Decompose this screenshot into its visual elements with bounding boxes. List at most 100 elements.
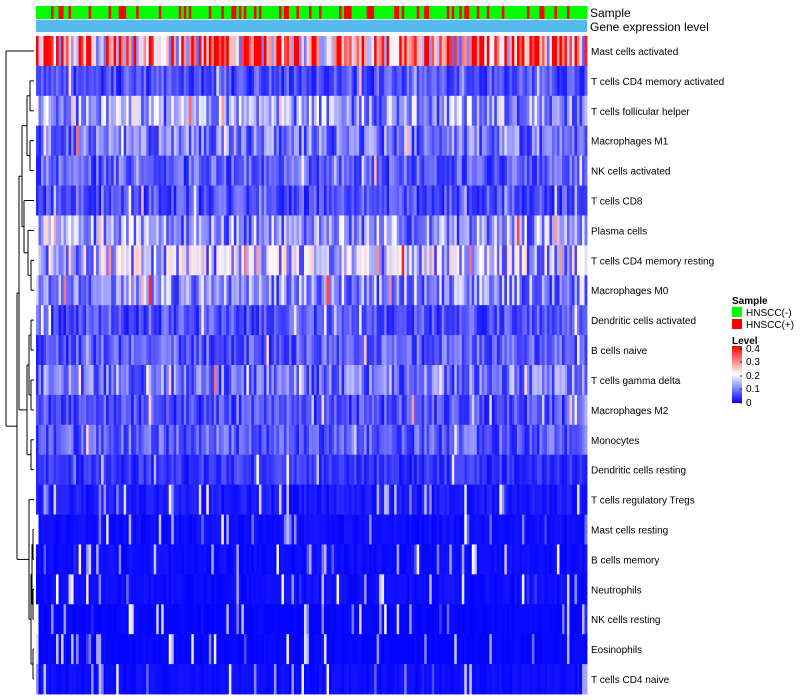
heatmap-cell — [86, 664, 89, 695]
heatmap-cell — [58, 125, 62, 157]
heatmap-cell — [298, 305, 302, 336]
heatmap-cell — [113, 275, 117, 306]
heatmap-cell — [459, 65, 463, 97]
heatmap-cell — [411, 215, 415, 246]
heatmap-cell — [56, 95, 59, 127]
heatmap-cell — [416, 125, 420, 157]
heatmap-cell — [223, 544, 227, 575]
heatmap-cell — [98, 125, 102, 157]
heatmap-cell — [118, 155, 122, 186]
sample-annotation-cell — [241, 6, 245, 19]
heatmap-cell — [78, 185, 82, 216]
heatmap-cell — [356, 574, 360, 605]
heatmap-cell — [223, 365, 227, 396]
heatmap-cell — [206, 335, 210, 366]
heatmap-cell — [446, 275, 450, 306]
heatmap-cell — [329, 424, 332, 456]
heatmap-cell — [236, 275, 240, 306]
heatmap-cell — [38, 574, 42, 605]
heatmap-cell — [171, 544, 175, 575]
heatmap-cell — [36, 125, 39, 157]
heatmap-cell — [186, 215, 190, 246]
heatmap-cell — [81, 454, 84, 486]
heatmap-cell — [421, 394, 425, 426]
heatmap-cell — [339, 394, 342, 426]
heatmap-cell — [303, 514, 307, 545]
heatmap-cell — [228, 664, 232, 695]
heatmap-cell — [191, 305, 195, 336]
sample-annotation-cell — [369, 6, 372, 19]
heatmap-cell — [476, 424, 480, 456]
heatmap-cell — [409, 394, 413, 426]
heatmap-cell — [291, 65, 295, 97]
heatmap-cell — [256, 664, 260, 695]
heatmap-cell — [253, 36, 257, 67]
heatmap-cell — [491, 424, 495, 456]
heatmap-cell — [46, 215, 49, 246]
heatmap-cell — [241, 125, 245, 157]
heatmap-cell — [329, 36, 332, 67]
heatmap-cell — [266, 305, 270, 336]
heatmap-cell — [51, 245, 54, 276]
heatmap-cell — [138, 394, 142, 426]
heatmap-cell — [108, 185, 112, 216]
heatmap-cell — [76, 365, 79, 396]
heatmap-cell — [496, 365, 500, 396]
heatmap-cell — [156, 544, 160, 575]
heatmap-cell — [76, 245, 79, 276]
heatmap-cell — [178, 454, 182, 486]
heatmap-cell — [108, 36, 112, 67]
heatmap-cell — [223, 664, 227, 695]
heatmap-cell — [218, 275, 222, 306]
heatmap-cell — [228, 36, 232, 67]
heatmap-cell — [324, 604, 327, 635]
heatmap-cell — [541, 484, 545, 515]
heatmap-cell — [146, 634, 150, 665]
sample-annotation-cell — [61, 6, 64, 19]
heatmap-cell — [103, 484, 107, 515]
heatmap-cell — [531, 424, 535, 456]
heatmap-cell — [253, 424, 257, 456]
heatmap-cell — [314, 574, 317, 605]
heatmap-cell — [78, 155, 82, 186]
heatmap-cell — [319, 245, 322, 276]
heatmap-cell — [113, 365, 117, 396]
heatmap-cell — [38, 215, 42, 246]
heatmap-cell — [93, 65, 97, 97]
heatmap-cell — [173, 245, 177, 276]
heatmap-cell — [91, 245, 94, 276]
heatmap-cell — [476, 95, 480, 127]
heatmap-cell — [574, 65, 578, 97]
heatmap-cell — [53, 394, 57, 426]
heatmap-cell — [484, 36, 488, 67]
heatmap-cell — [456, 65, 460, 97]
heatmap-cell — [238, 65, 242, 97]
sample-annotation-cell — [138, 6, 142, 19]
sample-annotation-cell — [253, 6, 257, 19]
heatmap-cell — [559, 65, 563, 97]
heatmap-cell — [148, 65, 152, 97]
heatmap-cell — [466, 454, 470, 486]
heatmap-cell — [288, 484, 292, 515]
heatmap-cell — [138, 275, 142, 306]
heatmap-cell — [314, 245, 317, 276]
heatmap-cell — [329, 365, 332, 396]
heatmap-cell — [514, 125, 518, 157]
heatmap-cell — [276, 215, 280, 246]
heatmap-cell — [281, 335, 285, 366]
heatmap-cell — [253, 65, 257, 97]
heatmap-cell — [499, 365, 503, 396]
heatmap-cell — [41, 275, 44, 306]
heatmap-cell — [306, 604, 310, 635]
heatmap-cell — [123, 604, 127, 635]
heatmap-cell — [349, 544, 352, 575]
heatmap-cell — [529, 634, 533, 665]
heatmap-cell — [346, 305, 350, 336]
heatmap-cell — [136, 245, 140, 276]
heatmap-cell — [211, 215, 215, 246]
heatmap-cell — [569, 275, 573, 306]
heatmap-cell — [98, 215, 102, 246]
heatmap-cell — [206, 275, 210, 306]
heatmap-cell — [193, 454, 197, 486]
heatmap-cell — [78, 394, 82, 426]
